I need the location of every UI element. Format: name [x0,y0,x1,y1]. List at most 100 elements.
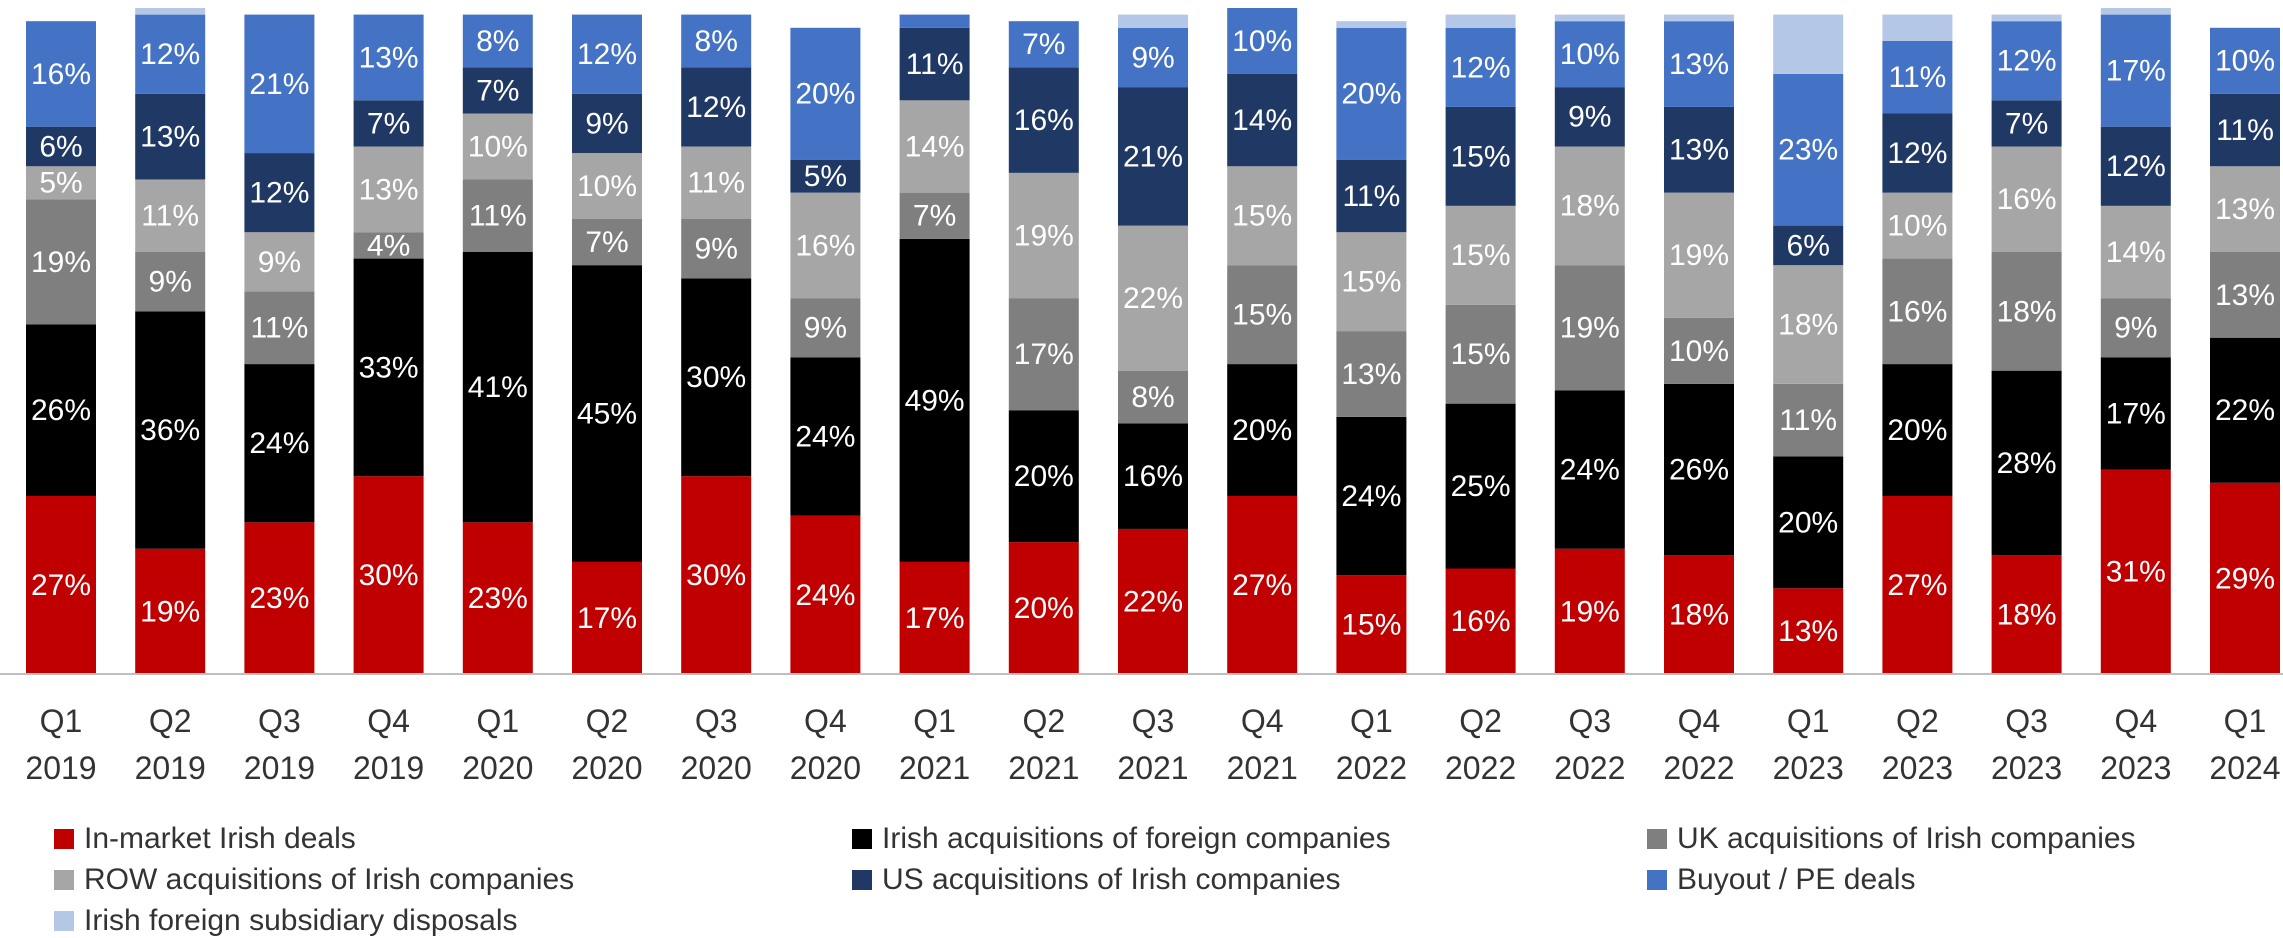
data-label: 13% [359,41,419,74]
bar-segment [681,278,752,477]
bar-segment [1882,14,1953,41]
bar-segment [899,561,970,674]
data-label: 13% [1669,134,1729,167]
data-label: 14% [2106,236,2166,269]
bar-segment [899,192,970,239]
data-label: 30% [686,361,746,394]
bar-segment [1882,364,1953,496]
data-label: 20% [1232,414,1292,447]
x-tick-label: Q3 2022 [1554,703,1626,786]
bar-segment [572,219,642,266]
bar-segment [790,159,861,193]
bar-segment [26,495,96,674]
data-label: 13% [2215,193,2275,226]
bar-segment [1227,166,1298,266]
data-label: 7% [913,200,956,233]
bar-segment [1882,113,1953,193]
data-label: 19% [1014,219,1074,252]
data-label: 12% [1451,51,1511,84]
data-label: 9% [1568,101,1611,134]
data-label: 21% [249,68,309,101]
bar-segment [1664,14,1734,22]
legend-entry: Irish acquisitions of foreign companies [852,822,1391,856]
data-label: 29% [2215,562,2275,595]
data-label: 22% [1123,585,1183,618]
data-label: 6% [1787,229,1830,262]
bar-segment [2100,126,2171,206]
data-label: 9% [2114,312,2157,345]
bar-segment [681,146,752,220]
bar-segment [1991,146,2062,252]
bar-segment [681,476,752,674]
bar-segment [899,238,970,562]
bar-segment [462,14,533,68]
data-label: 10% [1887,210,1947,243]
data-label: 12% [1887,137,1947,170]
x-tick-label: Q4 2021 [1226,703,1298,786]
data-label: 7% [476,74,519,107]
bar-segment [1664,21,1734,107]
bar-segment [572,153,642,220]
data-label: 7% [585,226,628,259]
bar-segment [1664,192,1734,318]
bar-segment [790,27,861,160]
bar-segment [1445,403,1516,569]
data-label: 14% [905,130,965,163]
data-label: 7% [2005,107,2048,140]
data-label: 23% [249,582,309,615]
legend-label: Irish foreign subsidiary disposals [84,904,518,937]
bar-segment [2210,337,2280,483]
legend-entry: Irish foreign subsidiary disposals [54,904,518,938]
bar-segment [353,14,424,101]
data-label: 16% [31,58,91,91]
data-label: 19% [140,595,200,628]
x-tick-label: Q3 2023 [1991,703,2063,786]
data-label: 7% [1022,28,1065,61]
data-label: 5% [804,160,847,193]
bar-segment [2100,469,2171,674]
data-label: 13% [359,173,419,206]
bar-segment [1554,87,1625,147]
x-tick-label: Q3 2020 [680,703,752,786]
bar-segment [135,179,206,252]
data-label: 5% [39,167,82,200]
data-label: 9% [149,266,192,299]
bar-segment [135,311,206,549]
data-label: 7% [367,107,410,140]
data-label: 11% [141,200,199,233]
bar-segment [1118,225,1188,371]
data-label: 12% [249,177,309,210]
bar-segment [790,192,861,299]
x-tick-label: Q2 2019 [134,703,206,786]
data-label: 20% [1778,506,1838,539]
bar-segment [1554,21,1625,88]
data-label: 11% [1779,404,1837,437]
data-label: 27% [1232,569,1292,602]
data-label: 8% [695,25,738,58]
bar-segment [1882,40,1953,114]
bar-segment [1882,495,1953,674]
bar-segment [26,166,96,200]
data-label: 11% [687,167,745,200]
bar-segment [26,126,96,167]
legend-entry: US acquisitions of Irish companies [852,863,1341,897]
legend-swatch [852,870,872,890]
data-label: 30% [359,559,419,592]
data-label: 14% [1232,104,1292,137]
bar-segment [353,232,424,259]
data-label: 17% [905,602,965,635]
legend-label: US acquisitions of Irish companies [882,863,1341,896]
bar-segment [1554,548,1625,674]
bar-segment [135,93,206,180]
data-label: 17% [2106,55,2166,88]
bar-segment [1336,575,1407,674]
data-label: 10% [468,130,528,163]
data-label: 33% [359,351,419,384]
bar-segment [1336,232,1407,332]
bar-segment [2100,8,2171,15]
data-label: 12% [2106,150,2166,183]
bar-segment [899,27,970,101]
bar-segment [462,251,533,523]
